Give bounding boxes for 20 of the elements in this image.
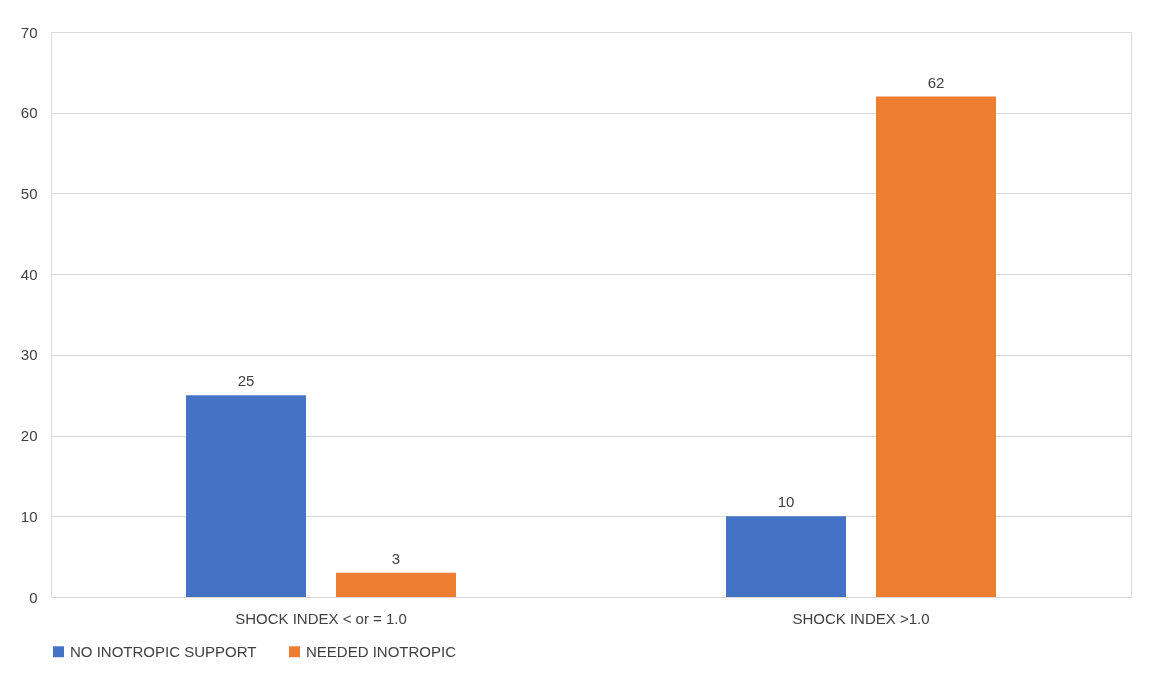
x-tick-label: SHOCK INDEX >1.0 (792, 609, 930, 627)
data-label: 3 (391, 549, 401, 567)
legend-label: NO INOTROPIC SUPPORT (70, 642, 257, 660)
bar (336, 572, 456, 597)
y-tick-label: 60 (20, 104, 38, 122)
y-tick-label: 30 (20, 346, 38, 364)
data-label: 10 (777, 493, 795, 511)
data-label: 62 (927, 73, 945, 91)
bar (726, 516, 846, 597)
x-tick-label: SHOCK INDEX < or = 1.0 (235, 609, 407, 627)
legend-label: NEEDED INOTROPIC (306, 642, 457, 660)
y-tick-label: 70 (20, 23, 38, 41)
y-tick-label: 0 (29, 588, 38, 606)
y-tick-label: 50 (20, 184, 38, 202)
bar (186, 395, 306, 597)
data-label: 25 (237, 372, 255, 390)
y-tick-label: 40 (20, 265, 38, 283)
y-tick-label: 20 (20, 427, 38, 445)
bar (876, 96, 996, 597)
y-tick-label: 10 (20, 507, 38, 525)
